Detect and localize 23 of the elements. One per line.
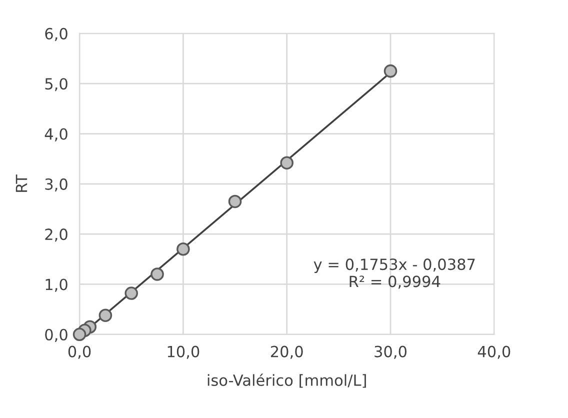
x-tick-label: 0,0 xyxy=(68,346,91,359)
x-tick-label: 10,0 xyxy=(168,346,200,359)
point xyxy=(124,286,138,300)
point xyxy=(280,156,294,170)
x-axis-title: iso-Valérico [mmol/L] xyxy=(208,374,366,388)
annotation: y = 0,1753x - 0,0387 R² = 0,9994 xyxy=(314,258,475,289)
point xyxy=(150,268,164,281)
x-tick-label: 20,0 xyxy=(270,346,303,359)
point xyxy=(98,308,112,322)
y-axis-title: RT xyxy=(16,174,28,192)
point xyxy=(384,64,398,78)
point xyxy=(176,242,190,256)
y-tick-label: 2,0 xyxy=(45,228,68,242)
x-tick-label: 30,0 xyxy=(374,346,406,359)
point xyxy=(228,194,242,208)
y-tick-label: 5,0 xyxy=(45,78,68,92)
y-tick-label: 3,0 xyxy=(45,178,68,192)
y-tick-label: 0,0 xyxy=(45,328,68,342)
y-tick-label: 6,0 xyxy=(45,28,68,42)
y-tick-label: 1,0 xyxy=(46,278,68,292)
y-tick-label: 4,0 xyxy=(44,128,68,142)
x-tick-label: 40,0 xyxy=(478,346,510,359)
point xyxy=(72,328,86,342)
